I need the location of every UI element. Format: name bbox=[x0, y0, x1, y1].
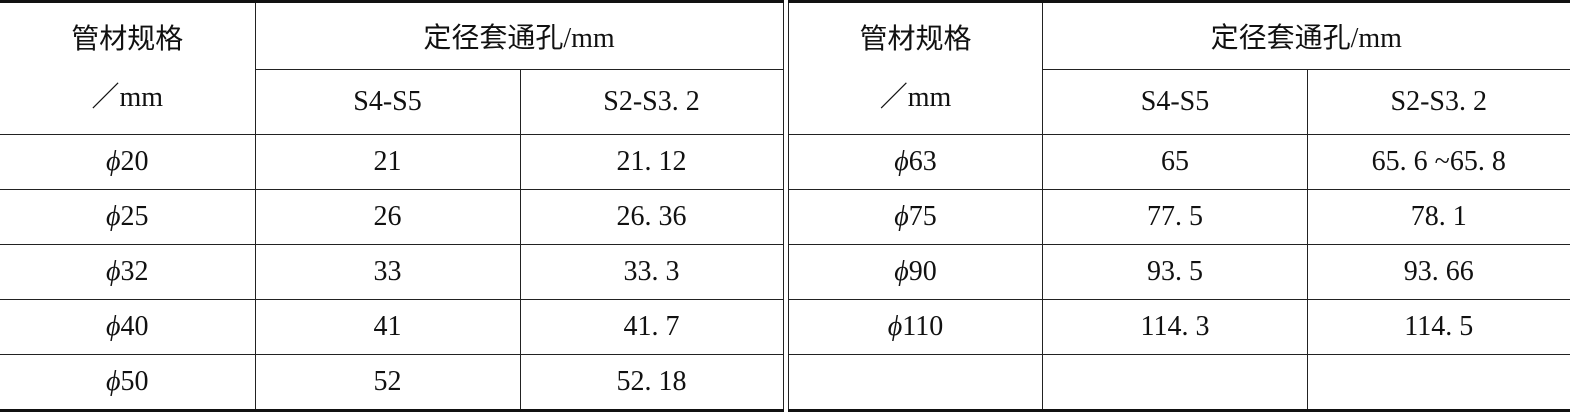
cell-s4s5: 33 bbox=[254, 244, 521, 300]
cell-spec: ϕ25 bbox=[0, 189, 256, 245]
cell-spec: ϕ90 bbox=[788, 244, 1043, 300]
table-row: ϕ32 33 33. 3 bbox=[0, 244, 784, 300]
header-col2: S2-S3. 2 bbox=[1307, 69, 1570, 135]
header-col2: S2-S3. 2 bbox=[519, 69, 784, 135]
cell-s4s5: 26 bbox=[254, 189, 521, 245]
cell-s4s5: 93. 5 bbox=[1042, 244, 1308, 300]
cell-s4s5: 114. 3 bbox=[1042, 299, 1308, 355]
table-row: ϕ63 65 65. 6 ~65. 8 bbox=[788, 134, 1570, 190]
left-table: 管材规格 ／mm 定径套通孔/mm S4-S5 S2-S3. 2 ϕ20 21 21… bbox=[0, 0, 784, 412]
cell-s4s5: 21 bbox=[254, 134, 521, 190]
table-row: ϕ20 21 21. 12 bbox=[0, 134, 784, 190]
cell-spec: ϕ50 bbox=[0, 354, 256, 411]
cell-spec: ϕ20 bbox=[0, 134, 256, 190]
table-row: ϕ25 26 26. 36 bbox=[0, 189, 784, 245]
table-row: ϕ90 93. 5 93. 66 bbox=[788, 244, 1570, 300]
cell-spec bbox=[788, 354, 1043, 411]
cell-s2s32: 52. 18 bbox=[519, 354, 784, 411]
right-table: 管材规格 ／mm 定径套通孔/mm S4-S5 S2-S3. 2 ϕ63 65 65… bbox=[788, 0, 1570, 412]
cell-spec: ϕ32 bbox=[0, 244, 256, 300]
cell-s2s32: 93. 66 bbox=[1307, 244, 1570, 300]
header-spec-label: 管材规格 bbox=[859, 23, 972, 55]
header-spec-unit: ／mm bbox=[91, 81, 164, 113]
header-col1: S4-S5 bbox=[1042, 69, 1308, 135]
cell-spec: ϕ75 bbox=[788, 189, 1043, 245]
header-group: 定径套通孔/mm bbox=[254, 1, 784, 70]
header-spec: 管材规格 ／mm bbox=[788, 1, 1043, 135]
cell-s2s32 bbox=[1307, 354, 1570, 411]
table-row bbox=[788, 354, 1570, 411]
cell-s2s32: 65. 6 ~65. 8 bbox=[1307, 134, 1570, 190]
cell-spec: ϕ40 bbox=[0, 299, 256, 355]
cell-s2s32: 78. 1 bbox=[1307, 189, 1570, 245]
cell-s4s5: 41 bbox=[254, 299, 521, 355]
header-spec: 管材规格 ／mm bbox=[0, 1, 256, 135]
header-group: 定径套通孔/mm bbox=[1042, 1, 1570, 70]
cell-s4s5 bbox=[1042, 354, 1308, 411]
cell-s2s32: 114. 5 bbox=[1307, 299, 1570, 355]
table-row: ϕ75 77. 5 78. 1 bbox=[788, 189, 1570, 245]
table-row: ϕ40 41 41. 7 bbox=[0, 299, 784, 355]
cell-s4s5: 65 bbox=[1042, 134, 1308, 190]
header-spec-label: 管材规格 bbox=[71, 23, 184, 55]
cell-s4s5: 52 bbox=[254, 354, 521, 411]
cell-spec: ϕ110 bbox=[788, 299, 1043, 355]
cell-spec: ϕ63 bbox=[788, 134, 1043, 190]
cell-s2s32: 26. 36 bbox=[519, 189, 784, 245]
cell-s2s32: 33. 3 bbox=[519, 244, 784, 300]
table-row: ϕ110 114. 3 114. 5 bbox=[788, 299, 1570, 355]
header-col1: S4-S5 bbox=[255, 69, 521, 135]
cell-s2s32: 21. 12 bbox=[519, 134, 784, 190]
cell-s2s32: 41. 7 bbox=[519, 299, 784, 355]
table-row: ϕ50 52 52. 18 bbox=[0, 354, 784, 411]
cell-s4s5: 77. 5 bbox=[1042, 189, 1308, 245]
header-spec-unit: ／mm bbox=[879, 81, 952, 113]
